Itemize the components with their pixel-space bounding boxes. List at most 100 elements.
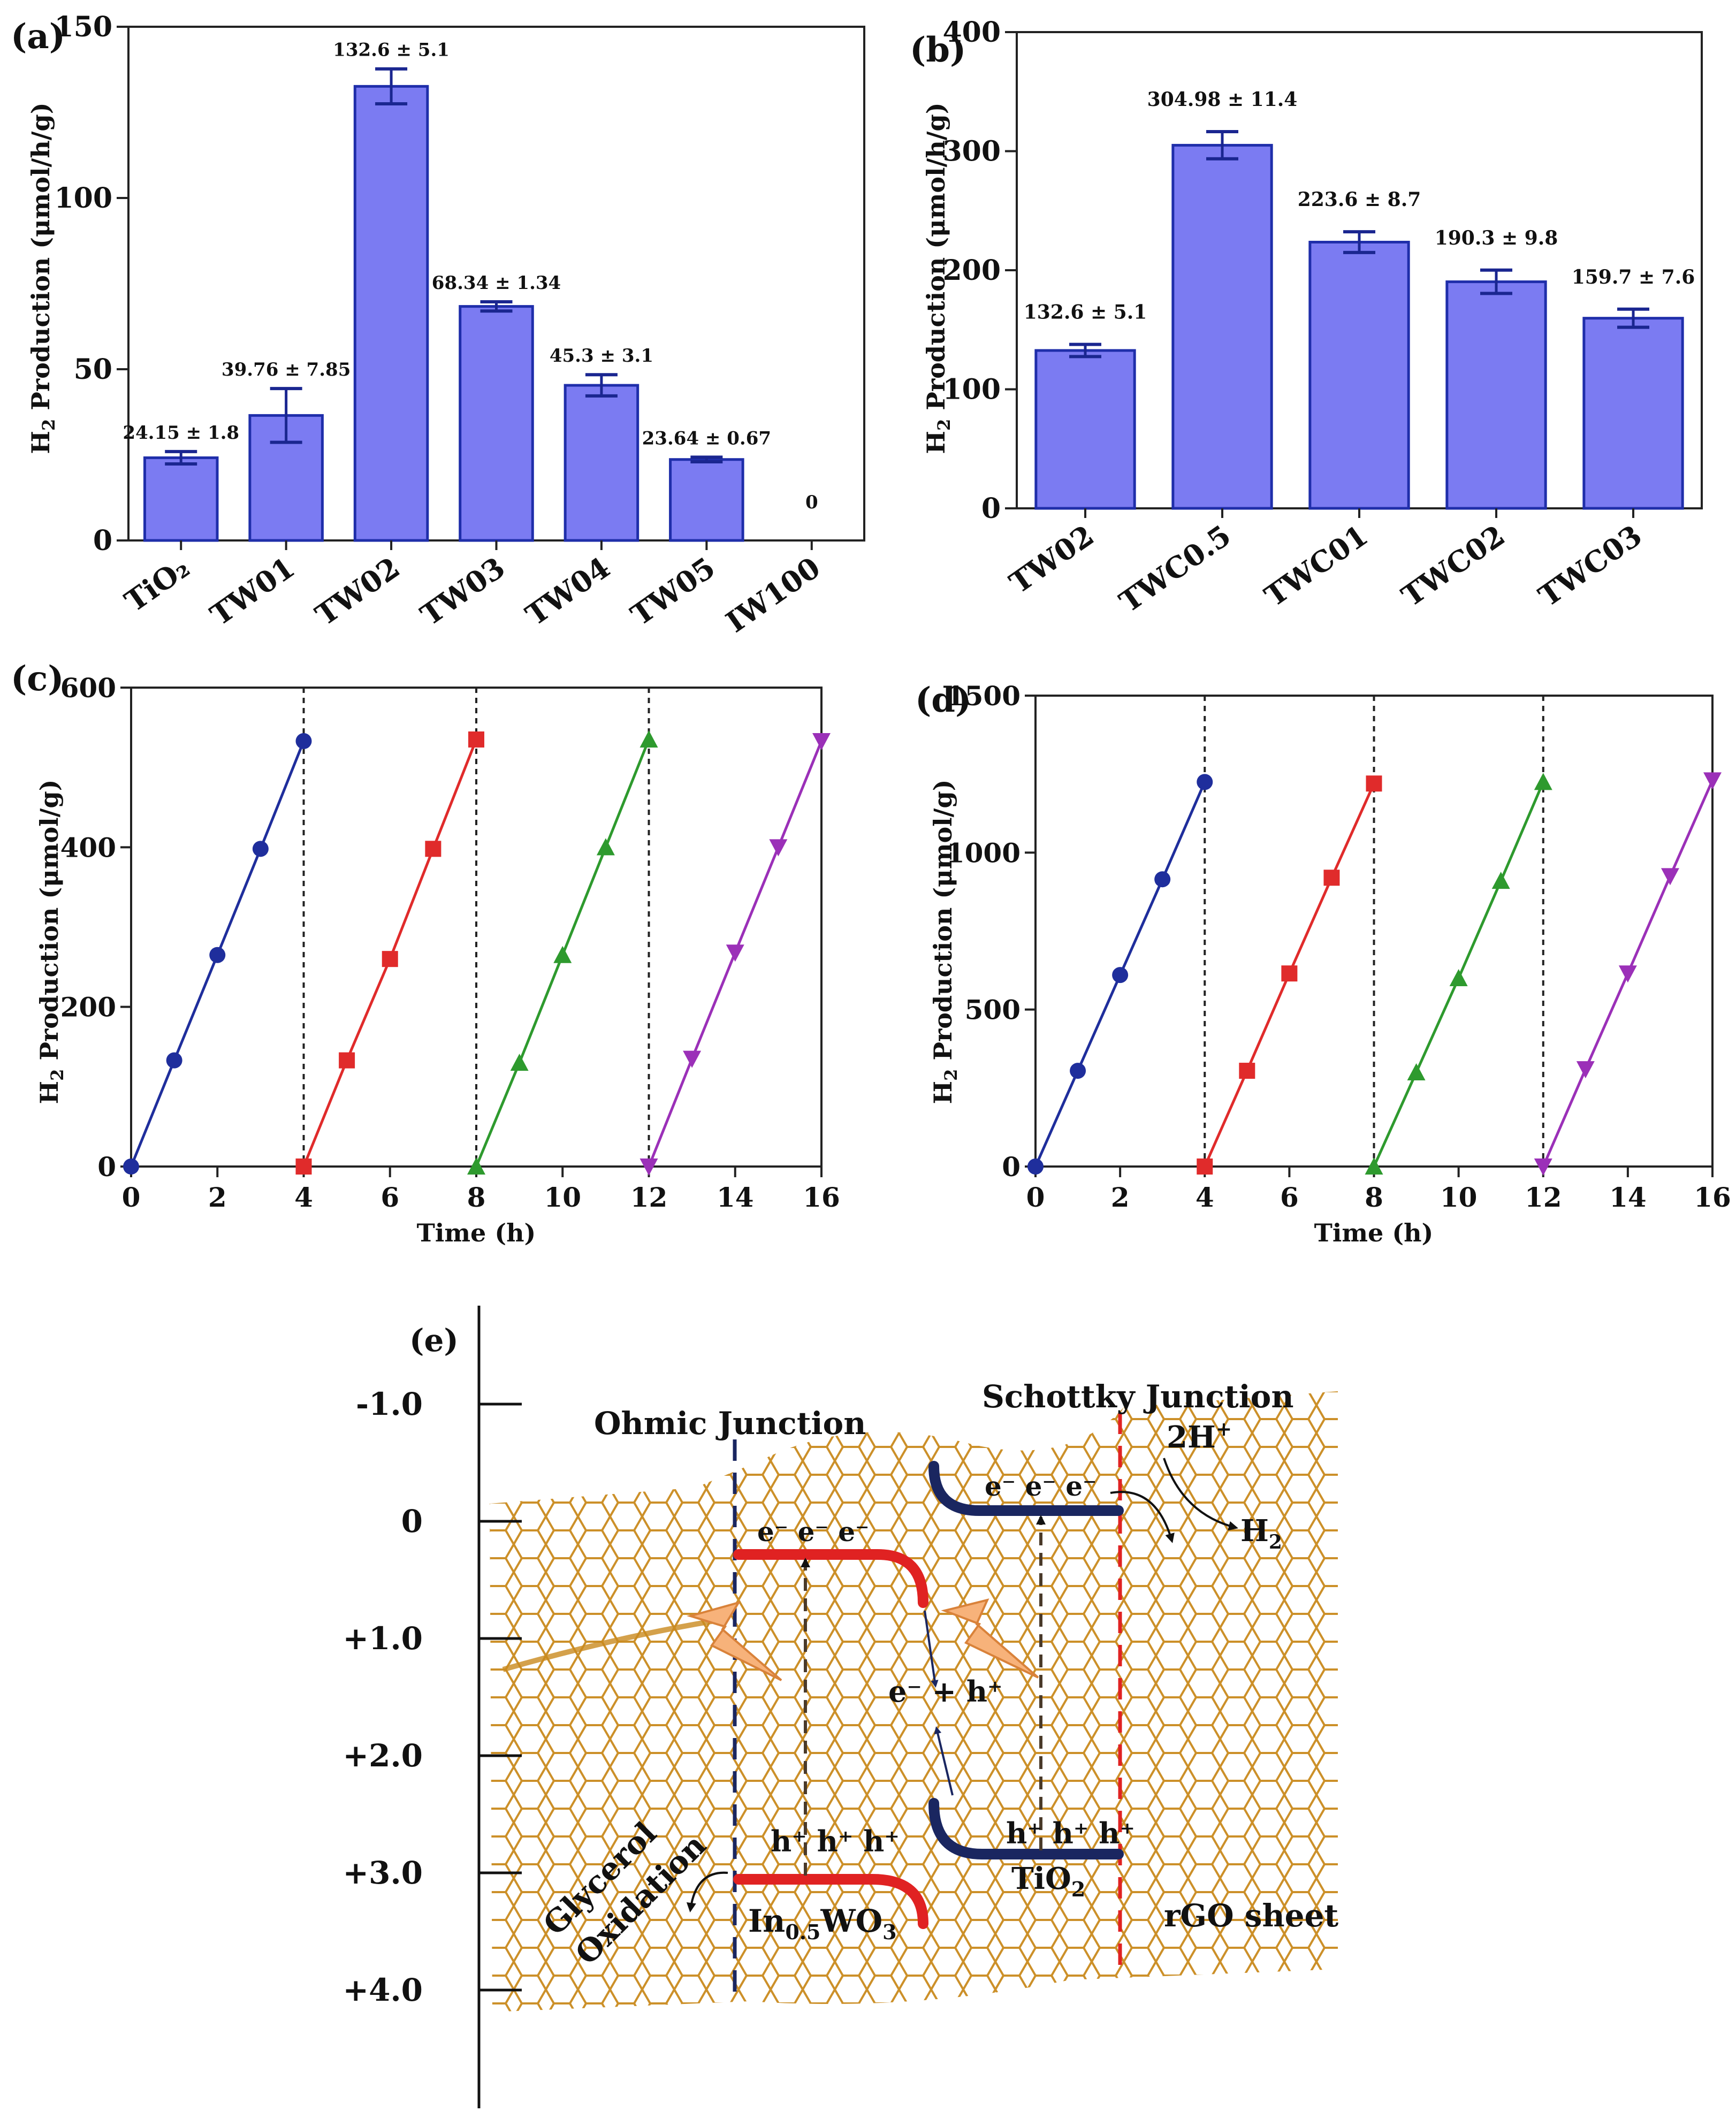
data-point	[1070, 1063, 1086, 1079]
panel-c: (c) H2 Production (μmol/g) 0 2 4 6 8 10 12 14 16…	[11, 659, 840, 1247]
data-label: 24.15 ± 1.8	[123, 422, 239, 444]
category-label: TW05	[625, 550, 721, 632]
y-tick-label: 600	[60, 672, 116, 704]
x-tick-label: 12	[1525, 1182, 1562, 1213]
cb-electrons-tio2: e⁻ e⁻ e⁻	[985, 1470, 1097, 1502]
x-tick-label: 2	[1111, 1182, 1130, 1213]
data-point	[467, 1157, 485, 1175]
data-point	[1366, 775, 1382, 792]
data-point	[252, 841, 269, 857]
y-tick-label: 0	[97, 1151, 116, 1183]
bar	[143, 456, 219, 542]
data-point	[683, 1050, 702, 1068]
data-point	[1154, 871, 1171, 888]
data-point	[1576, 1061, 1595, 1079]
x-tick-label: 2	[208, 1182, 227, 1213]
data-point	[1197, 774, 1213, 790]
data-label: 190.3 ± 9.8	[1435, 227, 1558, 249]
data-point	[553, 946, 572, 963]
error-bar	[585, 373, 618, 398]
ohmic-junction-label: Ohmic Junction	[594, 1405, 866, 1442]
error-bar	[690, 455, 723, 463]
category-label: TWC01	[1258, 518, 1374, 613]
tio2-label: TiO2	[1011, 1861, 1085, 1901]
x-tick-label: 10	[544, 1182, 581, 1213]
proton-label: 2H+	[1167, 1418, 1232, 1455]
x-tick-label: 8	[1365, 1182, 1383, 1213]
y-axis-title-d: H2 Production (μmol/g)	[928, 780, 961, 1104]
data-point	[639, 730, 658, 748]
category-label: TWC0.5	[1113, 518, 1237, 619]
energy-tick-label: +1.0	[342, 1620, 423, 1657]
x-tick-label: 10	[1440, 1182, 1478, 1213]
energy-tick-label: 0	[401, 1503, 423, 1539]
x-tick-label: 4	[1196, 1182, 1214, 1213]
data-point	[123, 1158, 139, 1175]
category-label: TW02	[309, 550, 406, 632]
bar	[353, 85, 429, 542]
h2-label: H2	[1240, 1513, 1282, 1553]
x-tick-label: 12	[630, 1182, 668, 1213]
data-point	[510, 1054, 529, 1071]
x-axis-title-d: Time (h)	[1314, 1218, 1434, 1247]
rgo-mesh-fold	[502, 1619, 712, 1672]
cb-electrons-inwo3: e⁻ e⁻ e⁻	[757, 1516, 869, 1548]
y-tick-label: 500	[965, 994, 1021, 1026]
data-point	[1323, 870, 1340, 886]
data-point	[1703, 772, 1722, 790]
x-axis-title-c: Time (h)	[417, 1218, 536, 1247]
data-point	[209, 947, 226, 963]
energy-tick-label: +2.0	[342, 1737, 423, 1774]
vb-holes-tio2: h⁺ h⁺ h⁺	[1006, 1816, 1135, 1850]
data-point	[382, 951, 398, 967]
panel-label-b: (b)	[910, 30, 966, 70]
error-bar	[1617, 307, 1649, 329]
data-label: 132.6 ± 5.1	[1024, 301, 1147, 324]
x-tick-label: 6	[380, 1182, 399, 1213]
h2-evolution-arrow	[1110, 1491, 1175, 1543]
energy-tick-label: -1.0	[356, 1386, 423, 1422]
y-axis-title-b: H2 Production (μmol/h/g)	[922, 103, 954, 454]
data-label: 45.3 ± 3.1	[550, 345, 653, 367]
data-point	[596, 838, 615, 856]
category-label: TW01	[204, 550, 301, 632]
data-point	[1618, 965, 1637, 983]
error-bar	[480, 300, 513, 313]
y-tick-label: 100	[54, 182, 112, 215]
tio2-valence-band	[928, 1798, 1124, 1859]
data-point	[1112, 967, 1129, 984]
data-point	[1534, 1158, 1552, 1176]
data-point	[1407, 1063, 1426, 1080]
panel-label-a: (a)	[11, 17, 65, 57]
y-tick-label: 0	[981, 492, 1001, 525]
category-label: TWC02	[1395, 518, 1511, 613]
bar	[669, 458, 744, 542]
category-label: TW04	[520, 550, 616, 632]
schottky-junction-label: Schottky Junction	[982, 1378, 1294, 1415]
error-bar	[1343, 230, 1375, 254]
data-label: 223.6 ± 8.7	[1298, 188, 1421, 211]
data-point	[1281, 965, 1298, 982]
panel-a: (a) H2 Production (μmol/h/g) 0 50 100 150 2…	[11, 11, 865, 639]
error-bar	[1206, 130, 1238, 161]
y-tick-label: 0	[1002, 1151, 1021, 1183]
bar	[1034, 349, 1136, 510]
panel-b: (b) H2 Production (μmol/h/g) 0 100 200 300 4…	[910, 16, 1703, 619]
data-label: 159.7 ± 7.6	[1572, 266, 1695, 288]
data-point	[726, 944, 744, 962]
error-bar	[1069, 342, 1101, 359]
inwo3-label: In0.5WO3	[748, 1903, 897, 1944]
data-point	[425, 841, 441, 857]
tio2-conduction-band	[928, 1461, 1124, 1516]
data-point	[1491, 872, 1510, 889]
y-tick-label: 300	[942, 135, 1001, 168]
data-label: 0	[805, 492, 818, 513]
y-axis-title-a: H2 Production (μmol/h/g)	[26, 103, 59, 454]
data-point	[166, 1052, 182, 1069]
y-tick-label: 150	[54, 11, 112, 43]
data-point	[812, 733, 831, 750]
x-tick-label: 14	[1609, 1182, 1647, 1213]
bar	[1582, 317, 1684, 510]
category-label: TWC03	[1532, 518, 1648, 613]
